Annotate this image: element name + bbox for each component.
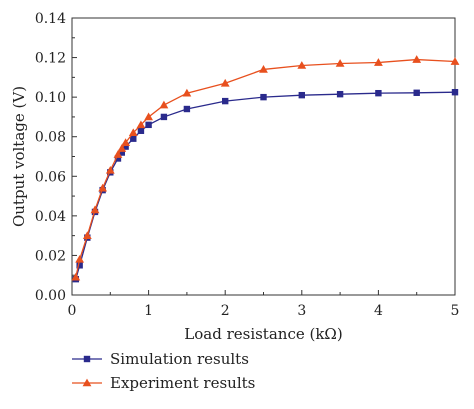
data-point <box>122 143 129 150</box>
data-point <box>451 88 459 96</box>
data-point <box>335 59 345 67</box>
data-point <box>117 144 127 152</box>
x-tick-label: 3 <box>297 303 306 319</box>
data-point <box>90 205 100 214</box>
y-tick-label: 0.02 <box>35 248 66 264</box>
x-axis-label: Load resistance (kΩ) <box>184 325 342 343</box>
data-point <box>375 89 382 97</box>
data-point <box>222 97 229 105</box>
x-tick-label: 5 <box>451 303 460 319</box>
legend-item: Experiment results <box>72 374 255 392</box>
data-point <box>298 91 305 99</box>
data-point <box>159 100 169 109</box>
series-simulation <box>72 88 459 283</box>
data-point <box>336 90 344 98</box>
data-point <box>76 262 83 269</box>
data-point <box>260 93 267 101</box>
legend-label: Simulation results <box>110 350 249 368</box>
data-point <box>71 272 81 281</box>
data-point <box>128 128 138 137</box>
data-point <box>183 105 191 113</box>
legend-label: Experiment results <box>110 374 255 392</box>
y-tick-label: 0.12 <box>35 51 66 67</box>
legend: Simulation results Experiment results <box>72 350 255 392</box>
x-tick-label: 0 <box>68 303 77 319</box>
y-tick-label: 0.10 <box>35 90 66 106</box>
axes <box>71 17 456 296</box>
data-point <box>98 183 108 192</box>
data-point <box>118 149 125 156</box>
series-line <box>75 91 456 280</box>
y-tick-label: 0.14 <box>35 11 66 27</box>
data-point <box>130 135 137 142</box>
series <box>71 55 460 283</box>
data-point <box>450 57 460 65</box>
x-tick-label: 2 <box>221 303 230 319</box>
data-point <box>259 65 268 73</box>
legend-marker <box>83 355 91 363</box>
ticks: 0 1 2 3 4 5 0.00 0.02 0.04 0.06 0.08 0.10 0.12 0.14 <box>35 11 460 319</box>
x-tick-label: 1 <box>144 303 153 319</box>
legend-item: Simulation results <box>72 350 249 368</box>
data-point <box>121 138 131 146</box>
data-point <box>114 155 122 162</box>
data-point <box>137 127 145 134</box>
legend-marker <box>82 378 92 387</box>
data-point <box>105 165 115 174</box>
y-tick-label: 0.08 <box>35 130 66 146</box>
data-point <box>374 58 383 66</box>
y-tick-label: 0.04 <box>35 209 66 225</box>
series-experiment <box>71 55 460 281</box>
data-point <box>160 113 168 121</box>
data-point <box>145 121 152 129</box>
data-point <box>412 55 422 63</box>
y-tick-label: 0.00 <box>35 288 66 304</box>
data-point <box>82 231 92 239</box>
y-tick-label: 0.06 <box>35 169 66 185</box>
plot-frame <box>71 17 456 296</box>
data-point <box>220 78 230 87</box>
data-point <box>297 61 307 69</box>
data-point <box>182 88 192 97</box>
data-point <box>413 89 420 96</box>
data-point <box>113 150 123 158</box>
series-line <box>75 58 456 278</box>
x-tick-label: 4 <box>374 303 383 319</box>
y-axis-label: Output voltage (V) <box>10 86 28 227</box>
data-point <box>136 120 146 129</box>
data-point <box>75 254 85 263</box>
data-point <box>144 112 153 121</box>
